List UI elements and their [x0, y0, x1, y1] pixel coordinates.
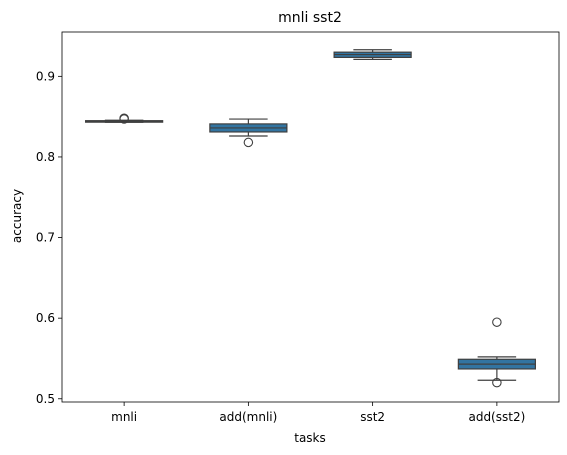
- x-tick-label: add(sst2): [468, 410, 525, 424]
- outlier-point: [492, 377, 502, 388]
- y-tick-label: 0.8: [36, 150, 55, 164]
- outlier-point: [492, 317, 502, 327]
- plot-area: 0.5 0.6 0.7 0.8 0.9 mnli add(mnli) sst2 add(sst2…: [36, 49, 536, 424]
- axes-frame: [61, 31, 560, 403]
- x-axis-label: tasks: [294, 431, 326, 445]
- x-tick-label: mnli: [111, 410, 137, 424]
- x-tick-label: sst2: [360, 410, 385, 424]
- y-tick-label: 0.6: [36, 311, 55, 325]
- y-axis-label: accuracy: [10, 189, 24, 243]
- y-tick-label: 0.9: [36, 69, 55, 83]
- outlier-point: [243, 137, 254, 148]
- chart-title: mnli sst2: [278, 10, 342, 26]
- y-tick-label: 0.5: [36, 392, 55, 406]
- outlier-point: [119, 114, 129, 124]
- y-tick-label: 0.7: [36, 231, 55, 245]
- x-tick-label: add(mnli): [219, 410, 277, 424]
